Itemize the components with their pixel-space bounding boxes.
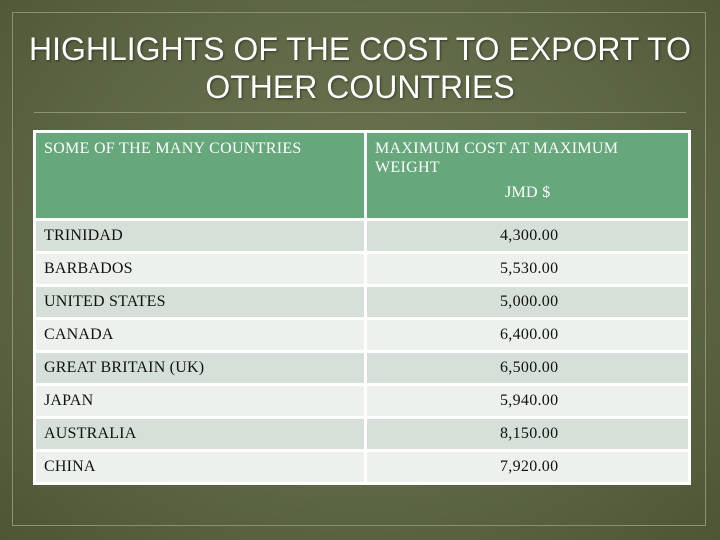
cost-cell: 5,940.00 bbox=[364, 383, 691, 419]
slide-frame bbox=[12, 12, 706, 526]
country-cell: JAPAN bbox=[33, 383, 367, 419]
country-cell: BARBADOS bbox=[33, 251, 367, 287]
table-body: TRINIDAD 4,300.00 BARBADOS 5,530.00 UNIT… bbox=[33, 218, 691, 485]
table-header-row: SOME OF THE MANY COUNTRIES MAXIMUM COST … bbox=[33, 130, 691, 221]
header-countries-label: SOME OF THE MANY COUNTRIES bbox=[44, 140, 302, 157]
header-currency-unit: JMD $ bbox=[505, 184, 551, 201]
cost-cell: 8,150.00 bbox=[364, 416, 691, 452]
header-max-cost-label: MAXIMUM COST AT MAXIMUM WEIGHT bbox=[375, 140, 619, 176]
export-cost-table: SOME OF THE MANY COUNTRIES MAXIMUM COST … bbox=[33, 130, 691, 485]
header-max-cost: MAXIMUM COST AT MAXIMUM WEIGHT JMD $ bbox=[364, 130, 691, 221]
table-row: CHINA 7,920.00 bbox=[33, 449, 691, 485]
country-cell: AUSTRALIA bbox=[33, 416, 367, 452]
country-cell: TRINIDAD bbox=[33, 218, 367, 254]
table-row: TRINIDAD 4,300.00 bbox=[33, 218, 691, 254]
table-row: BARBADOS 5,530.00 bbox=[33, 251, 691, 287]
table-row: CANADA 6,400.00 bbox=[33, 317, 691, 353]
slide-title: HIGHLIGHTS OF THE COST TO EXPORT TO OTHE… bbox=[28, 31, 692, 105]
title-divider bbox=[34, 112, 686, 113]
table-row: JAPAN 5,940.00 bbox=[33, 383, 691, 419]
country-cell: UNITED STATES bbox=[33, 284, 367, 320]
table-row: UNITED STATES 5,000.00 bbox=[33, 284, 691, 320]
table-row: GREAT BRITAIN (UK) 6,500.00 bbox=[33, 350, 691, 386]
table-row: AUSTRALIA 8,150.00 bbox=[33, 416, 691, 452]
cost-cell: 5,530.00 bbox=[364, 251, 691, 287]
cost-cell: 6,400.00 bbox=[364, 317, 691, 353]
cost-cell: 4,300.00 bbox=[364, 218, 691, 254]
country-cell: GREAT BRITAIN (UK) bbox=[33, 350, 367, 386]
country-cell: CHINA bbox=[33, 449, 367, 485]
header-countries: SOME OF THE MANY COUNTRIES bbox=[33, 130, 367, 221]
cost-cell: 7,920.00 bbox=[364, 449, 691, 485]
country-cell: CANADA bbox=[33, 317, 367, 353]
cost-cell: 5,000.00 bbox=[364, 284, 691, 320]
cost-cell: 6,500.00 bbox=[364, 350, 691, 386]
